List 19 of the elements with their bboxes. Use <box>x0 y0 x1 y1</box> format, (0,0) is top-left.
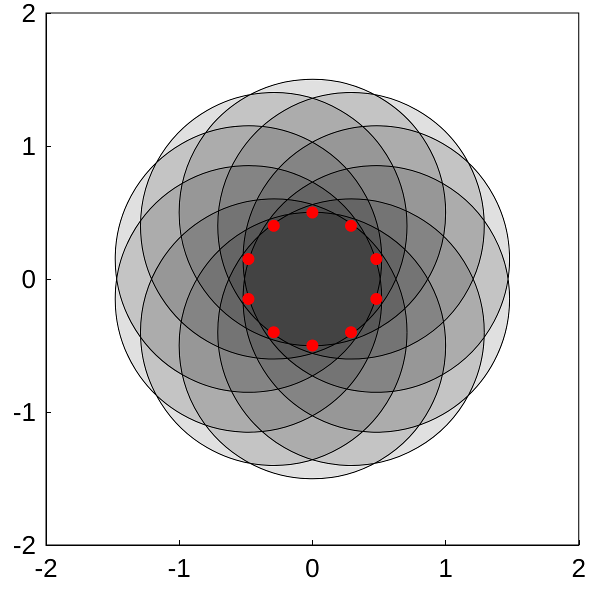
x-tick-label: 1 <box>438 553 453 583</box>
point <box>242 292 254 305</box>
x-tick-label: 0 <box>305 553 320 583</box>
point <box>242 253 254 266</box>
y-tick-label: 2 <box>22 0 36 28</box>
point <box>370 292 382 305</box>
y-tick-label: 0 <box>22 264 36 294</box>
point <box>306 340 318 352</box>
point <box>268 326 280 338</box>
point <box>345 326 358 338</box>
point <box>306 206 318 218</box>
point <box>345 220 358 232</box>
x-tick-label: -1 <box>168 553 191 583</box>
point <box>370 253 382 266</box>
y-tick-label: -1 <box>12 397 36 427</box>
y-tick-label: -2 <box>12 530 36 560</box>
y-tick-label: 1 <box>22 131 36 161</box>
point <box>268 220 280 232</box>
x-tick-label: 2 <box>572 553 586 583</box>
